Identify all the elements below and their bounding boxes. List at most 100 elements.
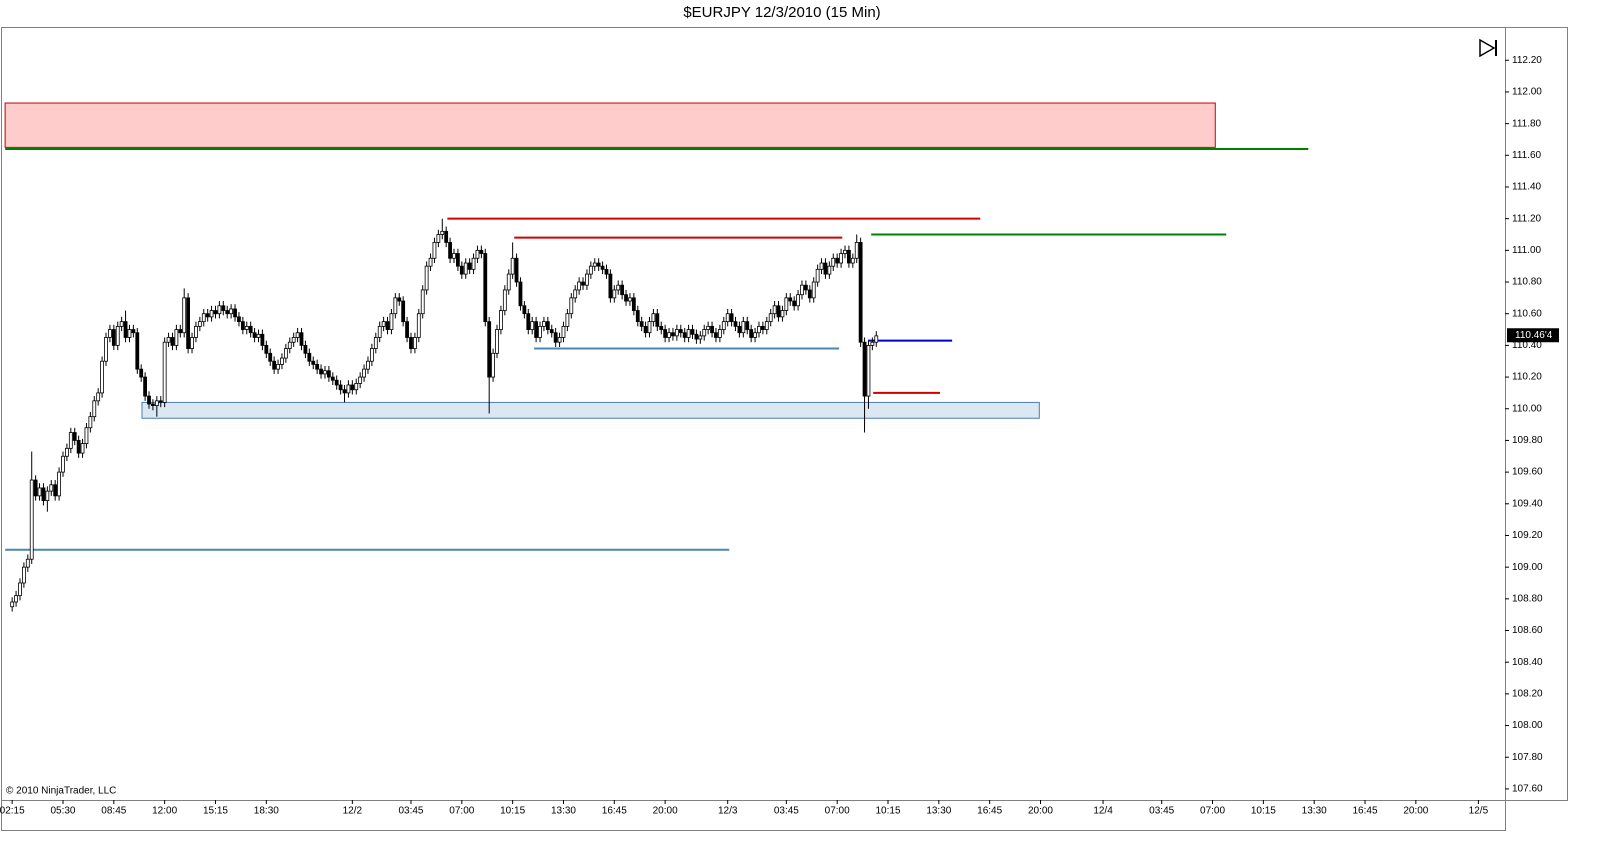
candle-body	[721, 321, 726, 330]
candle-body	[299, 332, 304, 346]
y-tick-label: 107.60	[1512, 784, 1543, 795]
candle-body	[166, 337, 171, 343]
candle-body	[581, 281, 585, 286]
chart-title: $EURJPY 12/3/2010 (15 Min)	[683, 4, 880, 21]
candle-body	[467, 262, 472, 270]
candle-body	[475, 249, 480, 259]
candle-body	[682, 332, 687, 338]
candle-body	[436, 234, 441, 243]
candle-body	[104, 337, 108, 362]
candle-body	[135, 332, 140, 370]
y-tick-label: 109.80	[1512, 435, 1543, 446]
candle-body	[37, 487, 42, 497]
x-tick-label: 05:30	[50, 806, 75, 817]
candle-body	[803, 284, 808, 291]
y-tick-label: 108.00	[1512, 720, 1543, 731]
x-tick-label: 16:45	[977, 806, 1002, 817]
x-tick-label: 07:00	[1200, 806, 1225, 817]
candle-body	[342, 389, 347, 394]
candle-body	[733, 321, 738, 327]
candle-body	[854, 242, 859, 259]
candle-body	[850, 257, 855, 264]
candle-body	[358, 376, 363, 384]
candle-body	[287, 341, 292, 349]
candle-body	[143, 376, 148, 397]
candle-body	[84, 427, 89, 444]
candle-body	[178, 329, 183, 334]
candle-body	[80, 443, 85, 454]
candle-body	[698, 335, 703, 340]
candle-body	[807, 289, 812, 299]
candle-body	[264, 344, 269, 354]
candle-body	[33, 479, 38, 497]
candle-body	[815, 268, 820, 283]
candle-body	[663, 329, 668, 338]
candle-body	[420, 289, 425, 315]
candle-body	[197, 321, 202, 327]
candle-body	[61, 455, 65, 473]
candle-body	[100, 360, 104, 394]
candle-body	[573, 289, 578, 299]
candle-body	[412, 337, 417, 349]
candle-body	[800, 284, 804, 296]
x-tick-label: 08:45	[101, 806, 126, 817]
candle-body	[147, 395, 151, 405]
candle-body	[753, 332, 757, 338]
candle-body	[714, 332, 718, 338]
x-tick-label: 13:30	[926, 806, 951, 817]
candle-body	[862, 341, 867, 397]
candle-body	[499, 310, 503, 330]
candle-body	[569, 297, 574, 315]
candle-body	[182, 297, 187, 334]
candle-body	[397, 297, 402, 302]
candle-body	[186, 297, 191, 349]
y-tick-label: 108.80	[1512, 593, 1543, 604]
candle-body	[792, 300, 797, 307]
candle-body	[870, 341, 875, 346]
candle-body	[659, 325, 664, 330]
candle-body	[291, 337, 296, 343]
candle-body	[741, 321, 746, 334]
candle-body	[244, 325, 249, 330]
candle-body	[612, 289, 617, 299]
candle-body	[491, 352, 495, 378]
candle-body	[428, 257, 433, 267]
candle-body	[29, 479, 34, 560]
candle-body	[510, 257, 515, 275]
candle-body	[162, 341, 167, 403]
candle-body	[784, 297, 789, 311]
candle-body	[534, 321, 539, 338]
candle-body	[346, 384, 351, 394]
y-tick-label: 111.40	[1512, 182, 1542, 193]
candle-body	[323, 370, 327, 375]
y-tick-label: 110.60	[1512, 308, 1542, 319]
candle-body	[151, 403, 155, 406]
y-axis-frame	[1505, 27, 1568, 801]
y-tick-label: 108.20	[1512, 689, 1543, 700]
candle-body	[819, 262, 824, 270]
candle-body	[690, 329, 695, 335]
candle-body	[671, 332, 675, 337]
candle-body	[542, 321, 546, 327]
y-tick-label: 111.60	[1512, 150, 1542, 161]
candle-body	[839, 253, 843, 264]
candle-body	[65, 447, 69, 457]
scroll-end-icon[interactable]	[1479, 38, 1497, 58]
candle-body	[326, 370, 331, 378]
candle-body	[764, 321, 769, 330]
candle-body	[651, 313, 656, 323]
last-price-label: 110.46'4	[1515, 330, 1553, 341]
candle-body	[131, 329, 136, 334]
play-icon[interactable]	[1479, 38, 1496, 58]
y-tick-label: 110.40	[1512, 340, 1542, 351]
candle-body	[362, 368, 366, 378]
candle-body	[760, 325, 765, 330]
candle-body	[111, 329, 116, 346]
candle-body	[737, 325, 742, 334]
candle-body	[45, 490, 50, 502]
candle-body	[459, 265, 464, 275]
candle-body	[811, 281, 816, 299]
candle-body	[874, 335, 879, 343]
